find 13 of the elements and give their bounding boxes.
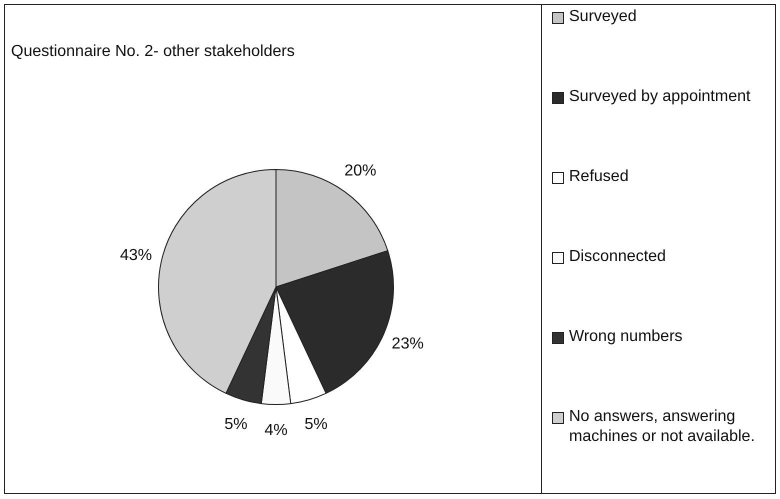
data-label: 4% — [264, 422, 288, 439]
text: Questionnaire No. 2- other stakeholders — [11, 43, 295, 61]
data-label: 5% — [304, 416, 328, 434]
legend-label: Surveyed by appointment — [569, 87, 750, 107]
data-label: 23% — [392, 335, 424, 352]
data-label: 5% — [224, 416, 248, 434]
legend-label: Disconnected — [569, 247, 666, 267]
legend-label: Wrong numbers — [569, 327, 683, 347]
legend-label: Surveyed — [569, 7, 637, 27]
data-label: 20% — [344, 162, 376, 180]
data-label: 43% — [120, 247, 152, 264]
legend-label: No answers, answering machines or not available. — [569, 407, 756, 447]
legend-label: Refused — [569, 167, 629, 187]
